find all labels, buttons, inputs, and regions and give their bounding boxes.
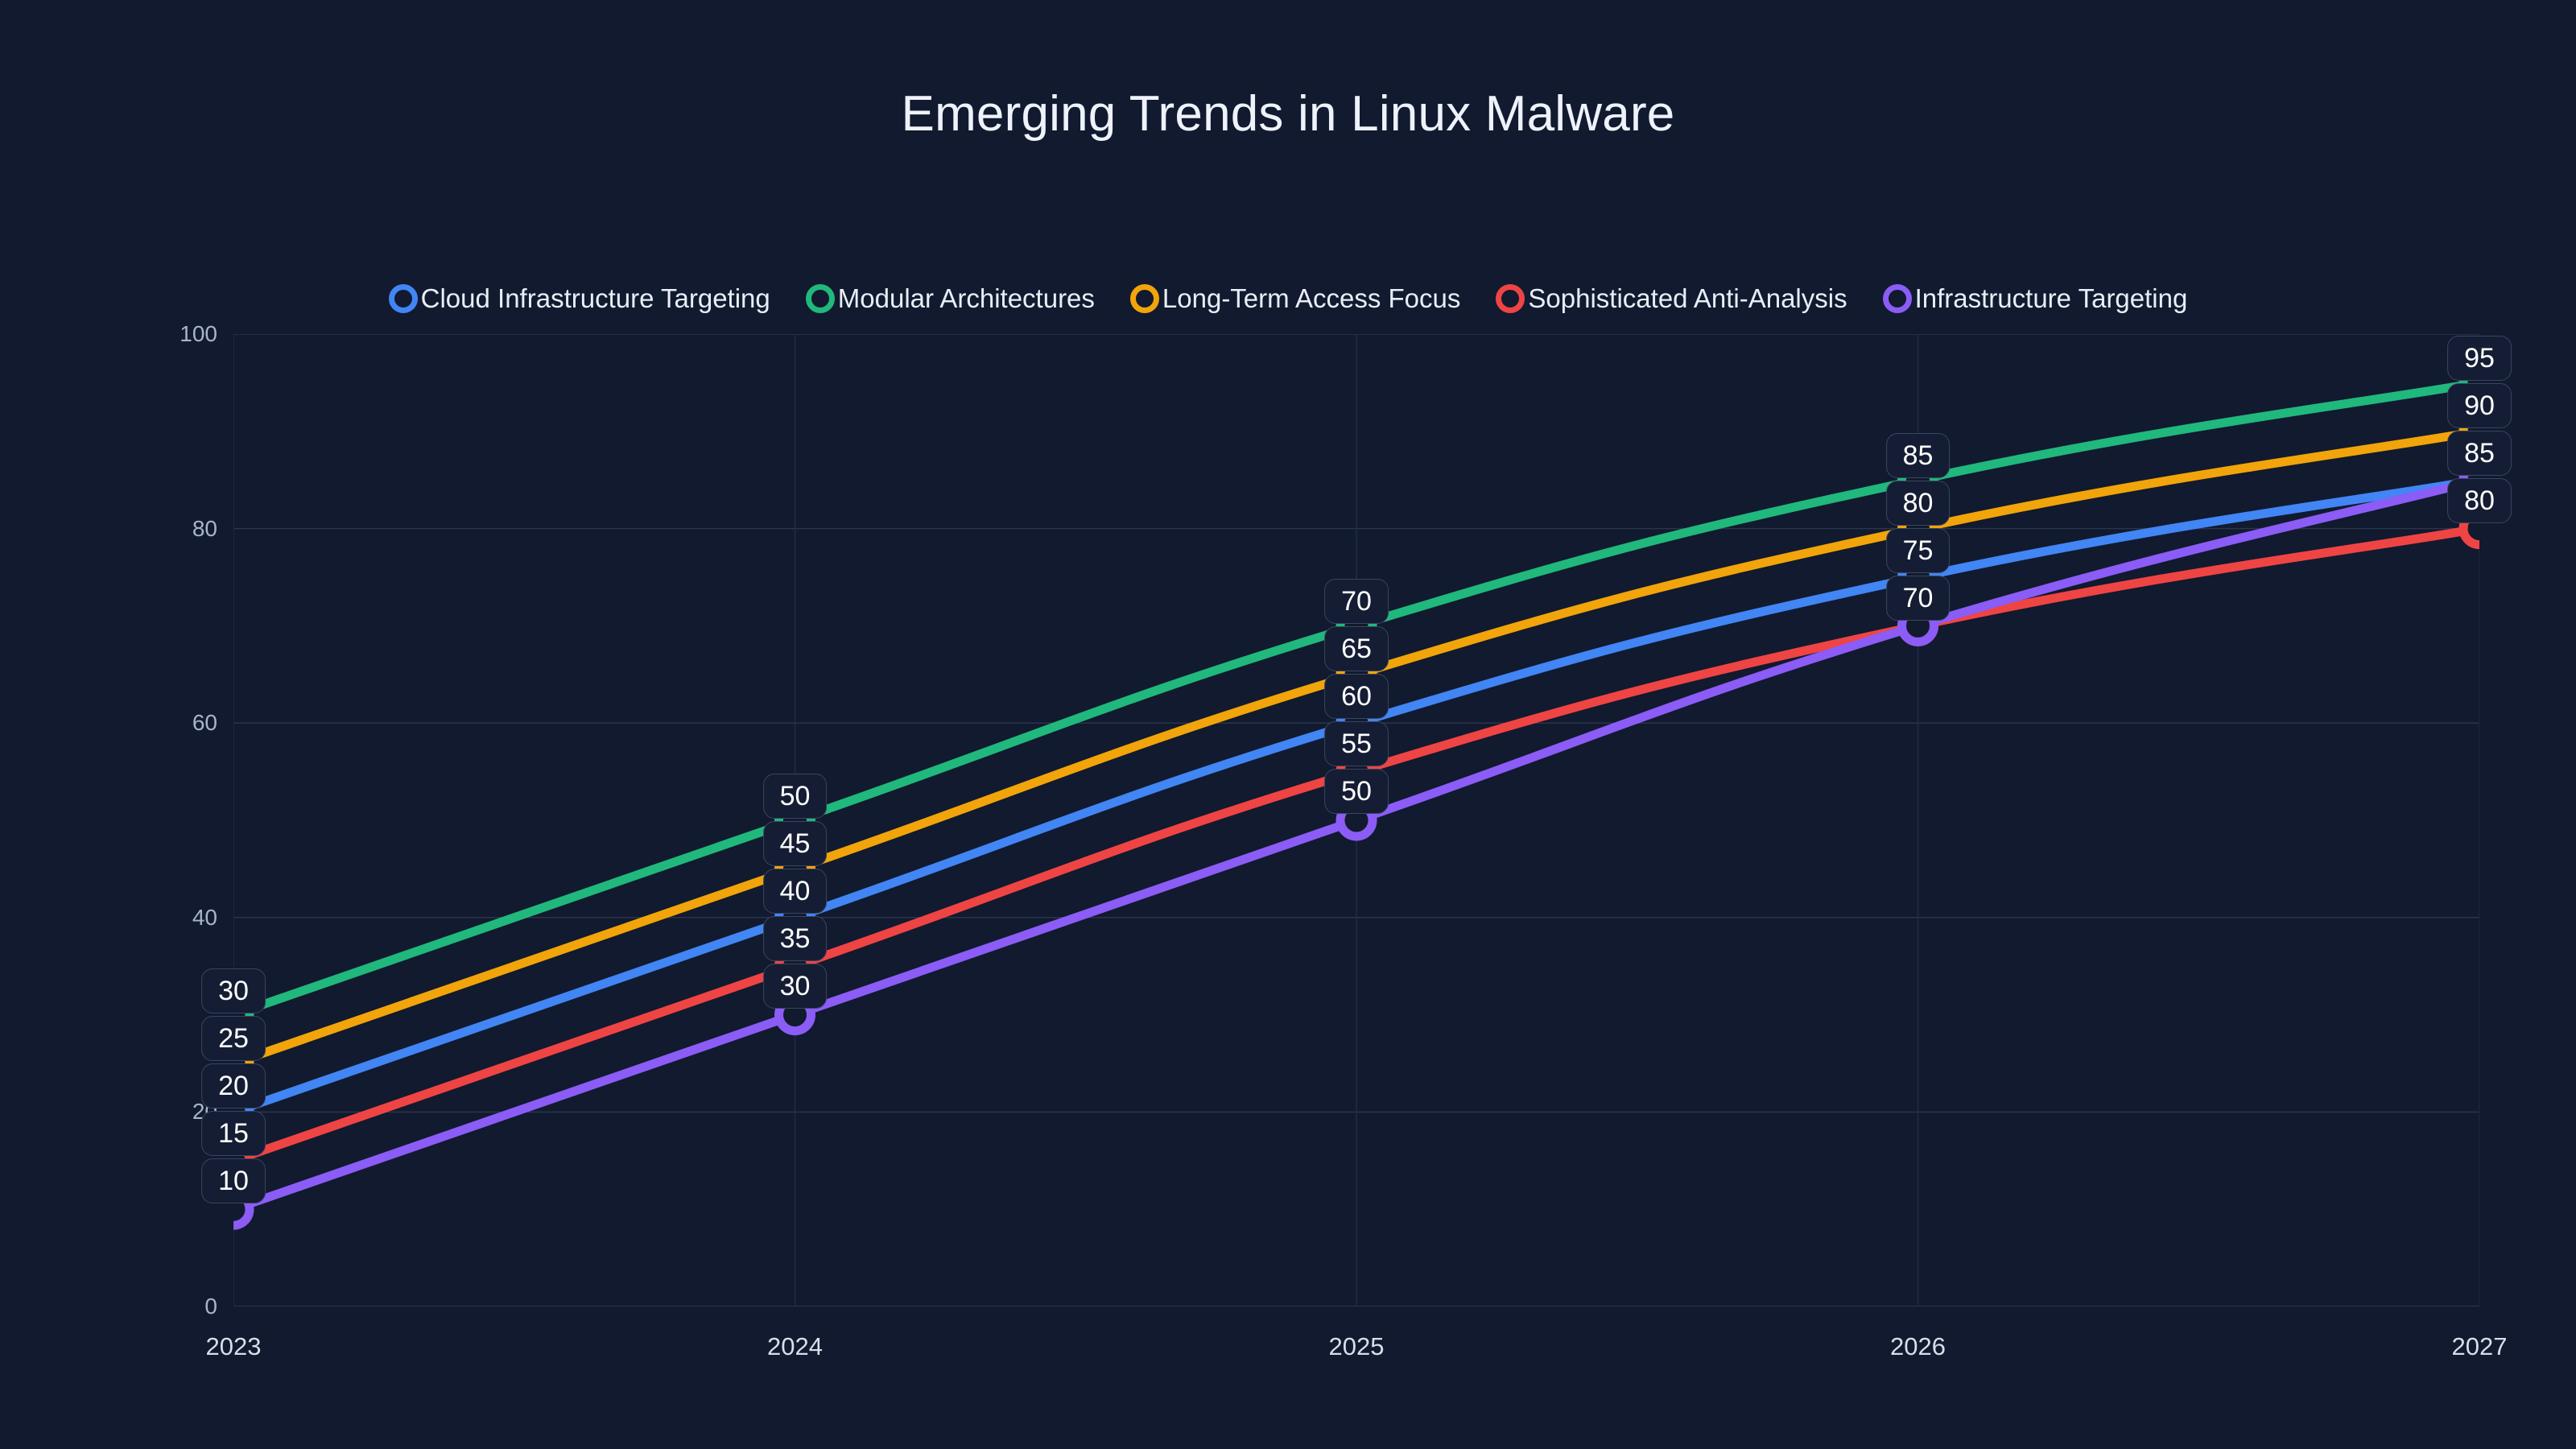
x-axis-tick-label: 2026 bbox=[1890, 1332, 1946, 1360]
legend-item-label: Cloud Infrastructure Targeting bbox=[420, 283, 770, 313]
legend-marker-icon bbox=[805, 284, 835, 313]
y-axis-tick-label: 40 bbox=[192, 904, 217, 930]
legend-item[interactable]: Long-Term Access Focus bbox=[1129, 283, 1461, 314]
data-point-label: 60 bbox=[1324, 674, 1389, 720]
page-title: Emerging Trends in Linux Malware bbox=[901, 86, 1675, 142]
x-axis-tick-label: 2027 bbox=[2451, 1332, 2508, 1360]
legend-marker-icon bbox=[1496, 284, 1525, 313]
legend-item[interactable]: Sophisticated Anti-Analysis bbox=[1496, 283, 1847, 314]
data-point-label: 30 bbox=[762, 964, 828, 1009]
data-point-label: 35 bbox=[762, 916, 828, 961]
y-axis-tick-label: 60 bbox=[192, 710, 217, 736]
data-point-label: 80 bbox=[1885, 481, 1951, 526]
legend-marker-icon bbox=[388, 284, 418, 313]
line-chart-svg bbox=[233, 334, 2479, 1307]
data-point-label: 50 bbox=[1324, 769, 1389, 815]
legend-marker-icon bbox=[1882, 284, 1912, 313]
data-point-label: 80 bbox=[2447, 478, 2512, 524]
legend-item-label: Long-Term Access Focus bbox=[1162, 283, 1461, 313]
legend-item-label: Sophisticated Anti-Analysis bbox=[1528, 283, 1847, 313]
data-point-label: 25 bbox=[201, 1015, 266, 1061]
data-point-label: 75 bbox=[1885, 528, 1951, 574]
data-point-label: 45 bbox=[762, 821, 828, 866]
chart-legend: Cloud Infrastructure Targeting Modular Ar… bbox=[0, 283, 2576, 314]
y-axis-tick-label: 100 bbox=[180, 321, 217, 346]
data-point-label: 10 bbox=[201, 1158, 266, 1203]
legend-item[interactable]: Cloud Infrastructure Targeting bbox=[388, 283, 770, 314]
y-axis-tick-label: 0 bbox=[204, 1294, 217, 1319]
data-point-label: 85 bbox=[2447, 431, 2512, 477]
x-axis-tick-label: 2025 bbox=[1328, 1332, 1385, 1360]
data-point-label: 90 bbox=[2447, 383, 2512, 429]
legend-item-label: Modular Architectures bbox=[837, 283, 1095, 313]
data-point-label: 70 bbox=[1885, 576, 1951, 621]
data-point-label: 50 bbox=[762, 774, 828, 819]
legend-item[interactable]: Modular Architectures bbox=[805, 283, 1095, 314]
legend-item[interactable]: Infrastructure Targeting bbox=[1882, 283, 2188, 314]
data-point-label: 20 bbox=[201, 1063, 266, 1108]
x-axis-tick-label: 2023 bbox=[205, 1332, 262, 1360]
data-point-label: 15 bbox=[201, 1110, 266, 1156]
plot-area bbox=[233, 334, 2479, 1307]
data-point-label: 70 bbox=[1324, 579, 1389, 625]
data-point-label: 30 bbox=[201, 968, 266, 1013]
legend-item-label: Infrastructure Targeting bbox=[1914, 283, 2188, 313]
data-point-label: 95 bbox=[2447, 336, 2512, 382]
y-axis-tick-label: 80 bbox=[192, 515, 217, 541]
data-point-label: 55 bbox=[1324, 721, 1389, 767]
x-axis-tick-label: 2024 bbox=[767, 1332, 823, 1360]
data-point-label: 65 bbox=[1324, 626, 1389, 672]
data-point-label: 85 bbox=[1885, 433, 1951, 479]
data-point-label: 40 bbox=[762, 869, 828, 914]
legend-marker-icon bbox=[1129, 284, 1159, 313]
